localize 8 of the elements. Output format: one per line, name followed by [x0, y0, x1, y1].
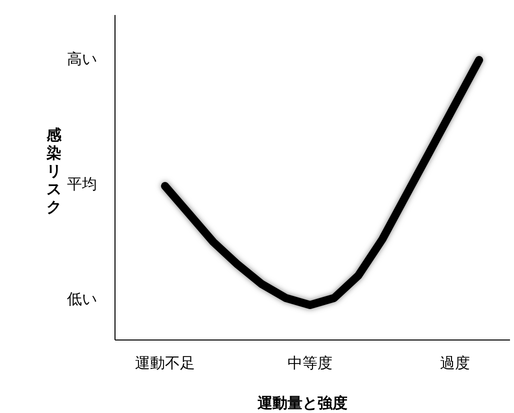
y-axis-title: 感染リスク	[46, 126, 62, 216]
x-tick-label: 中等度	[287, 354, 332, 372]
text: 高い	[67, 50, 97, 68]
x-axis-title: 運動量と強度	[256, 394, 348, 412]
text: 低い	[67, 290, 97, 308]
text: 平均	[67, 175, 97, 194]
x-tick-label: 運動不足	[135, 354, 196, 372]
x-tick-label: 過度	[440, 354, 470, 372]
